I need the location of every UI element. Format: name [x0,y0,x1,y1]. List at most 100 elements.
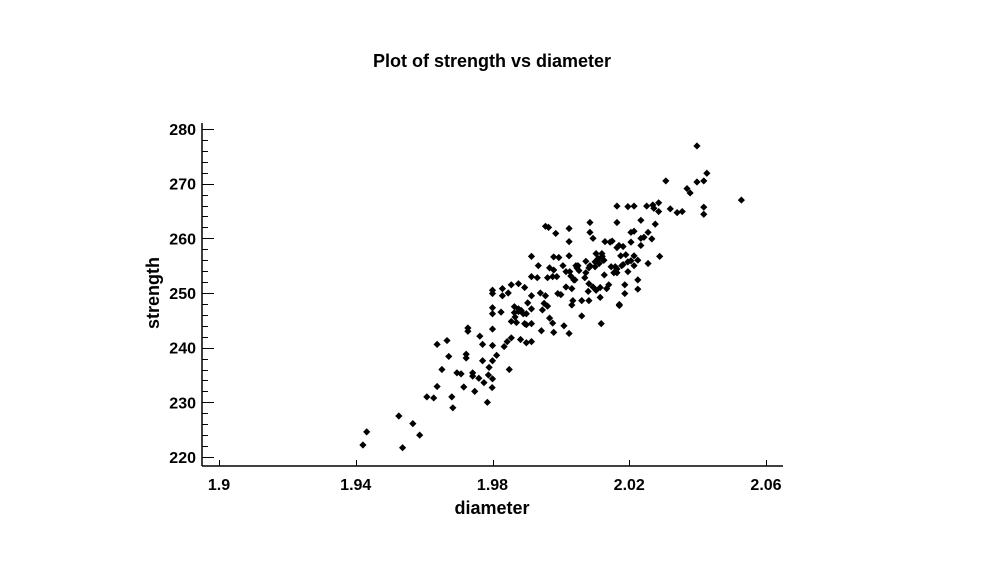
data-point [433,340,441,348]
data-point [630,262,638,270]
data-point [507,281,515,289]
data-point [554,289,562,298]
data-point [634,256,642,264]
data-point [627,257,635,265]
data-point [512,318,521,327]
data-point [498,292,507,300]
data-point [613,218,621,227]
data-point [617,252,625,260]
data-point [630,202,638,210]
data-point [536,289,544,297]
data-point [464,327,472,335]
data-point [630,252,638,260]
data-point [493,351,501,359]
data-point [578,312,586,320]
data-point [651,220,659,228]
x-tick-label: 2.06 [750,477,781,494]
data-point [448,393,456,401]
data-point [538,306,547,314]
data-point [565,329,573,338]
data-point [613,269,621,277]
data-point [545,314,554,322]
data-point [703,169,711,177]
data-point [511,313,519,321]
data-point [622,251,630,259]
data-point [488,289,497,298]
data-point [586,262,594,270]
data-point [596,293,604,301]
data-point [550,328,558,336]
data-point [569,297,577,305]
data-point [649,201,657,209]
data-point [565,238,573,246]
data-point [578,297,586,305]
data-points [359,142,745,452]
data-point [600,271,608,279]
data-point [503,338,511,346]
y-tick-label: 270 [169,177,196,194]
data-point [359,441,367,449]
y-tick-label: 230 [169,395,196,412]
data-point [621,289,629,298]
data-point [541,292,550,300]
data-point [582,269,590,277]
data-point [644,259,652,268]
data-point [643,202,651,210]
data-point [527,252,536,260]
data-point [634,276,642,284]
data-point [607,263,615,271]
data-point [549,273,557,281]
data-point [552,229,560,238]
data-point [488,304,497,312]
data-point [582,257,590,265]
data-point [581,274,589,282]
data-point [585,280,593,288]
x-tick-label: 2.02 [614,477,645,494]
data-point [527,338,536,346]
data-point [544,223,553,231]
data-point [534,262,542,270]
data-point [476,332,484,340]
data-point [597,320,605,328]
data-point [560,322,568,330]
data-point [395,412,403,420]
data-point [559,262,567,270]
data-point [737,196,745,204]
data-point [589,283,597,291]
y-tick-label: 220 [169,450,196,467]
data-point [462,354,470,362]
data-point [565,224,573,233]
data-point [516,335,525,344]
data-point [524,299,532,307]
data-point [500,342,508,351]
data-point [600,256,608,264]
data-point [527,273,536,281]
data-point [596,283,604,292]
data-point [585,297,593,305]
data-point [648,235,656,243]
data-point [598,252,606,260]
data-point [423,393,431,401]
y-axis: 220 230 240 250 260 270 280 [169,122,214,467]
chart-title: Plot of strength vs diameter [373,51,611,71]
data-point [630,227,638,235]
data-point [567,272,575,280]
data-point [497,308,505,316]
data-point [488,310,497,318]
data-point [457,370,465,378]
data-point [409,420,417,428]
y-axis-label: strength [143,257,163,329]
data-point [485,363,493,371]
data-point [543,302,552,310]
data-point [527,305,536,313]
x-tick-label: 1.98 [477,477,508,494]
data-point [469,372,477,380]
data-point [557,291,565,299]
data-point [438,365,446,374]
data-point [586,218,594,227]
data-point [589,234,597,242]
data-point [507,317,515,326]
data-point [700,203,708,211]
data-point [507,334,515,342]
data-point [700,210,708,218]
